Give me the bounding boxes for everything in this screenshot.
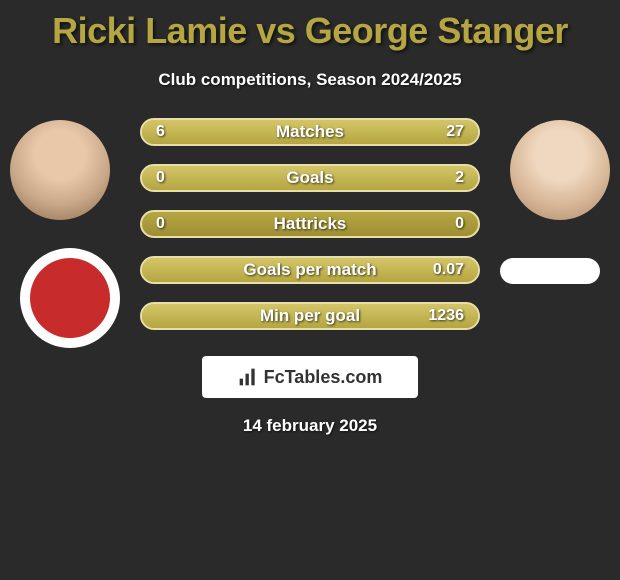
player2-avatar — [510, 120, 610, 220]
stat-bar: 02Goals — [140, 164, 480, 192]
player2-face-placeholder — [510, 120, 610, 220]
stat-label: Goals — [142, 166, 478, 190]
source-logo-text: FcTables.com — [264, 367, 383, 388]
stat-bar: 1236Min per goal — [140, 302, 480, 330]
stat-label: Min per goal — [142, 304, 478, 328]
comparison-date: 14 february 2025 — [0, 416, 620, 436]
stat-label: Hattricks — [142, 212, 478, 236]
source-logo: FcTables.com — [202, 356, 418, 398]
stat-bar: 00Hattricks — [140, 210, 480, 238]
comparison-subtitle: Club competitions, Season 2024/2025 — [0, 70, 620, 90]
stat-bar: 0.07Goals per match — [140, 256, 480, 284]
player1-club-badge — [20, 248, 120, 348]
player1-avatar — [10, 120, 110, 220]
comparison-title: Ricki Lamie vs George Stanger — [0, 0, 620, 52]
chart-icon — [238, 367, 258, 387]
player2-club-badge — [500, 258, 600, 284]
stat-label: Matches — [142, 120, 478, 144]
player1-face-placeholder — [10, 120, 110, 220]
stats-bars: 627Matches 02Goals 00Hattricks 0.07Goals pe… — [140, 118, 480, 348]
comparison-main: 627Matches 02Goals 00Hattricks 0.07Goals pe… — [0, 118, 620, 338]
stat-label: Goals per match — [142, 258, 478, 282]
stat-bar: 627Matches — [140, 118, 480, 146]
